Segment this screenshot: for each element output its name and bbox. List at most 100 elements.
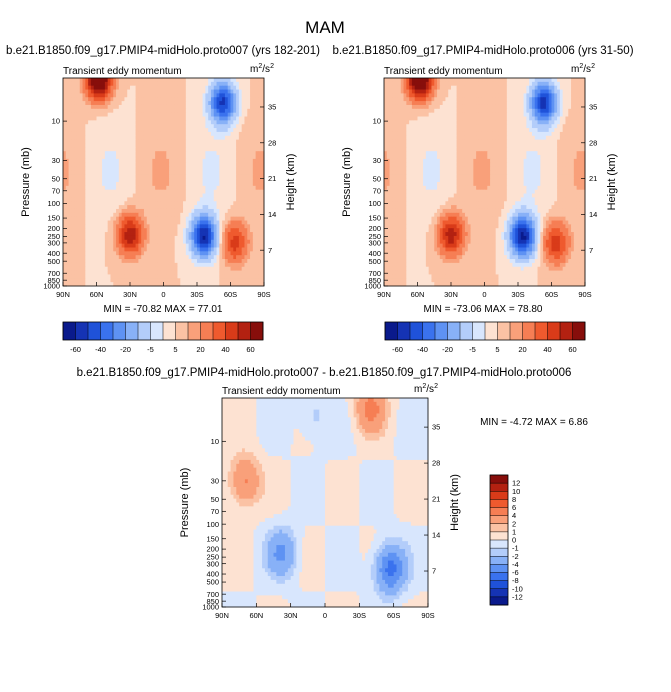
colorbar-swatch <box>238 322 251 340</box>
colorbar-swatch <box>490 483 508 492</box>
colorbar-swatch <box>490 523 508 533</box>
colorbar-swatch <box>510 322 523 340</box>
field-cells <box>63 78 265 287</box>
height-tick-label: 14 <box>432 531 440 540</box>
pressure-tick-label: 500 <box>47 257 60 266</box>
colorbar-label: 12 <box>512 479 520 488</box>
pressure-tick-label: 50 <box>211 495 219 504</box>
colorbar-swatch <box>138 322 151 340</box>
pressure-tick-label: 30 <box>211 476 219 485</box>
colorbar-label: -60 <box>70 345 81 354</box>
pressure-tick-label: 300 <box>368 238 381 247</box>
latitude-tick-label: 90N <box>56 290 70 299</box>
colorbar-swatch <box>200 322 214 340</box>
pressure-tick-label: 850 <box>368 276 381 285</box>
panel2-subtitle: Transient eddy momentum <box>384 66 503 77</box>
colorbar-swatch <box>88 322 101 340</box>
height-tick-label: 7 <box>432 567 436 576</box>
colorbar-label: 5 <box>173 345 177 354</box>
height-tick-label: 14 <box>268 210 276 219</box>
panel1-plot: 1030507010015020025030040050070085010009… <box>20 63 297 299</box>
pressure-tick-label: 250 <box>206 553 219 562</box>
pressure-tick-label: 200 <box>206 545 219 554</box>
pressure-tick-label: 400 <box>368 249 381 258</box>
pressure-tick-label: 150 <box>47 214 60 223</box>
colorbar-swatch <box>410 322 423 340</box>
pressure-tick-label: 10 <box>211 437 219 446</box>
panel3-minmax: MIN = -4.72 MAX = 6.86 <box>480 417 588 428</box>
colorbar-panel2: -60 -40 -20 -5 5 20 40 60 <box>384 321 586 354</box>
latitude-tick-label: 60N <box>411 290 425 299</box>
height-tick-label: 28 <box>268 138 276 147</box>
height-tick-label: 14 <box>589 210 597 219</box>
latitude-tick-label: 30S <box>190 290 203 299</box>
pressure-tick-label: 100 <box>368 199 381 208</box>
colorbar-label: -40 <box>95 345 106 354</box>
panel3-plot: 1030507010015020025030040050070085010009… <box>179 383 461 620</box>
figure-title: MAM <box>305 18 345 37</box>
colorbar-swatch <box>522 322 536 340</box>
pressure-tick-label: 700 <box>206 590 219 599</box>
height-tick-label: 7 <box>268 246 272 255</box>
colorbar-swatch <box>397 322 411 340</box>
pressure-tick-label: 700 <box>47 269 60 278</box>
colorbar-label: -40 <box>417 345 428 354</box>
colorbar-label: 40 <box>543 345 551 354</box>
units-label: m2/s2 <box>414 383 438 395</box>
pressure-tick-label: 200 <box>47 224 60 233</box>
colorbar-swatch <box>497 322 511 340</box>
height-tick-label: 28 <box>432 459 440 468</box>
pressure-tick-label: 70 <box>211 507 219 516</box>
colorbar-swatch <box>490 588 508 598</box>
colorbar-swatch <box>188 322 201 340</box>
colorbar-label: -10 <box>512 584 523 593</box>
colorbar-label: -1 <box>512 544 519 553</box>
colorbar-swatch <box>547 322 561 340</box>
latitude-tick-label: 90N <box>215 611 229 620</box>
pressure-tick-label: 100 <box>206 520 219 529</box>
panel2-minmax: MIN = -73.06 MAX = 78.80 <box>424 304 543 315</box>
colorbar-label: -60 <box>392 345 403 354</box>
height-axis-label: Height (km) <box>449 474 461 531</box>
colorbar-swatch <box>490 572 508 581</box>
latitude-tick-label: 0 <box>323 611 327 620</box>
latitude-tick-label: 90S <box>421 611 434 620</box>
colorbar-swatch <box>225 322 239 340</box>
latitude-tick-label: 90S <box>578 290 591 299</box>
colorbar-swatch <box>150 322 164 340</box>
colorbar-swatch <box>213 322 226 340</box>
colorbar-label: 60 <box>568 345 576 354</box>
colorbar-swatch <box>422 322 436 340</box>
height-tick-label: 35 <box>432 423 440 432</box>
colorbar-swatch <box>490 564 508 573</box>
colorbar-label: -20 <box>120 345 131 354</box>
panel2-title: b.e21.B1850.f09_g17.PMIP4-midHolo.proto0… <box>332 45 633 57</box>
pressure-tick-label: 300 <box>47 238 60 247</box>
height-axis-label: Height (km) <box>285 154 297 211</box>
colorbar-swatch <box>63 322 76 340</box>
colorbar-label: 20 <box>518 345 526 354</box>
pressure-axis-label: Pressure (mb) <box>20 147 32 217</box>
colorbar-swatch <box>385 322 398 340</box>
colorbar-swatch <box>490 475 508 484</box>
colorbar-swatch <box>490 499 508 508</box>
colorbar-swatch <box>250 322 264 340</box>
latitude-tick-label: 30N <box>123 290 137 299</box>
colorbar-label: -12 <box>512 592 523 601</box>
panel1-minmax: MIN = -70.82 MAX = 77.01 <box>104 304 223 315</box>
colorbar-label: -8 <box>512 576 519 585</box>
latitude-tick-label: 60S <box>387 611 400 620</box>
colorbar-swatch <box>560 322 573 340</box>
latitude-tick-label: 60S <box>224 290 237 299</box>
pressure-tick-label: 300 <box>206 559 219 568</box>
latitude-tick-label: 90S <box>257 290 270 299</box>
pressure-tick-label: 850 <box>206 597 219 606</box>
colorbar-label: -5 <box>147 345 154 354</box>
pressure-tick-label: 30 <box>52 156 60 165</box>
colorbar-label: -5 <box>469 345 476 354</box>
colorbar-swatch <box>490 507 508 516</box>
colorbar-swatch <box>490 548 508 557</box>
colorbar-swatch <box>490 491 508 500</box>
